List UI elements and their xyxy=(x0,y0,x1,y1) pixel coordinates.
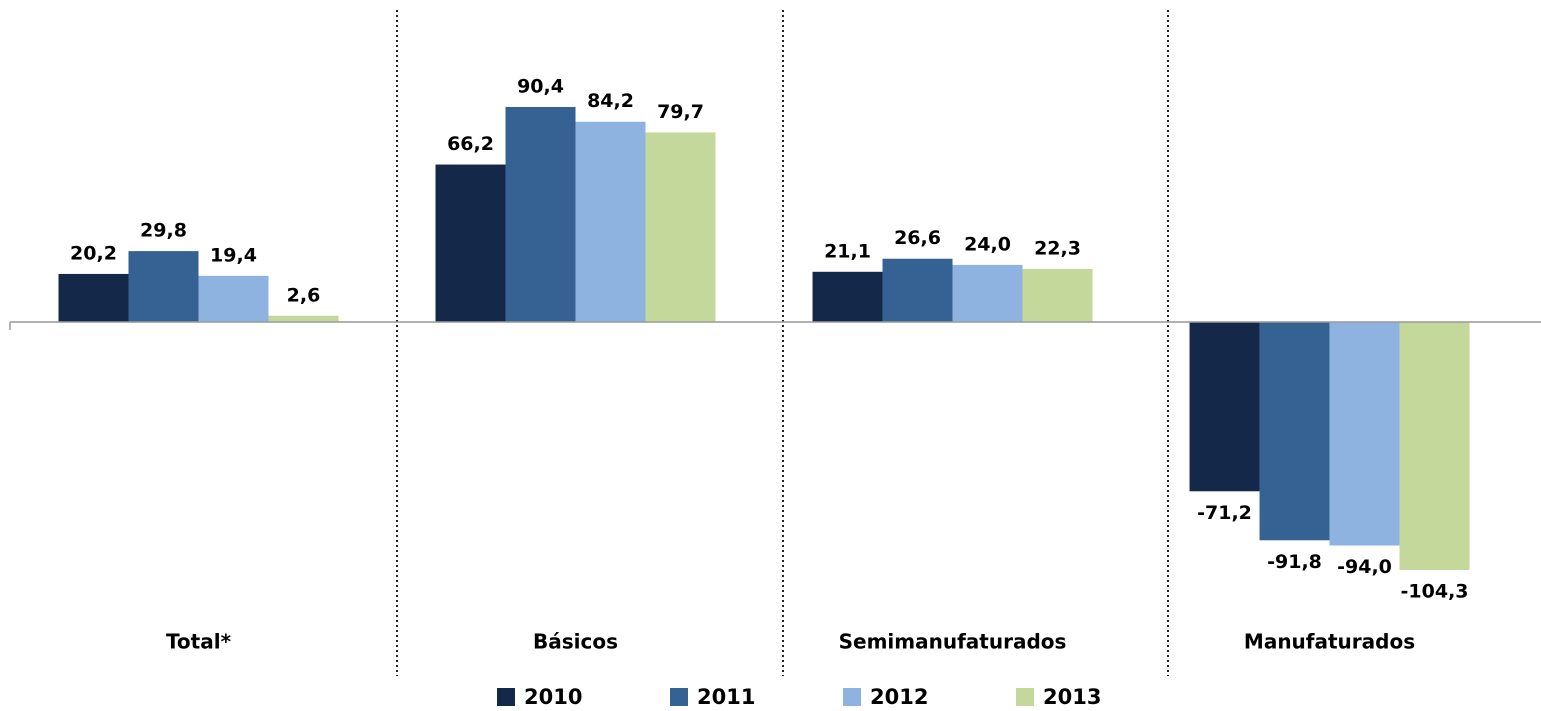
bar xyxy=(1329,321,1400,546)
value-label: 84,2 xyxy=(587,90,634,112)
value-label: 29,8 xyxy=(140,220,187,242)
legend-label: 2013 xyxy=(1043,685,1101,709)
bar xyxy=(198,275,269,322)
bar xyxy=(1399,321,1470,570)
bar xyxy=(1189,321,1260,492)
value-label: 66,2 xyxy=(447,133,494,155)
category-label: Total* xyxy=(166,630,232,654)
value-label: 90,4 xyxy=(517,76,564,98)
bar xyxy=(268,315,339,322)
bar xyxy=(812,271,883,322)
legend-swatch xyxy=(670,688,688,706)
value-label: -94,0 xyxy=(1337,556,1392,578)
value-label: -91,8 xyxy=(1267,551,1322,573)
bar xyxy=(1259,321,1330,541)
value-label: -71,2 xyxy=(1197,502,1252,524)
value-label: 20,2 xyxy=(70,242,117,264)
legend-label: 2011 xyxy=(697,685,755,709)
legend-label: 2012 xyxy=(870,685,928,709)
bar xyxy=(645,132,716,322)
legend-swatch xyxy=(1016,688,1034,706)
legend-swatch xyxy=(497,688,515,706)
legend-label: 2010 xyxy=(524,685,582,709)
value-label: -104,3 xyxy=(1401,581,1469,603)
bar xyxy=(882,258,953,322)
bar xyxy=(505,107,576,322)
category-label: Básicos xyxy=(533,630,618,654)
value-label: 26,6 xyxy=(894,227,941,249)
value-label: 21,1 xyxy=(824,240,871,262)
bar xyxy=(435,164,506,322)
value-label: 19,4 xyxy=(210,244,257,266)
value-label: 22,3 xyxy=(1034,237,1081,259)
value-label: 24,0 xyxy=(964,233,1011,255)
value-label: 2,6 xyxy=(287,284,321,306)
value-label: 79,7 xyxy=(657,101,704,123)
bar xyxy=(575,121,646,322)
category-label: Manufaturados xyxy=(1244,630,1415,654)
bar xyxy=(128,251,199,322)
legend-swatch xyxy=(843,688,861,706)
bar xyxy=(1022,268,1093,322)
bar xyxy=(952,264,1023,322)
bar xyxy=(58,273,129,322)
category-label: Semimanufaturados xyxy=(839,630,1067,654)
